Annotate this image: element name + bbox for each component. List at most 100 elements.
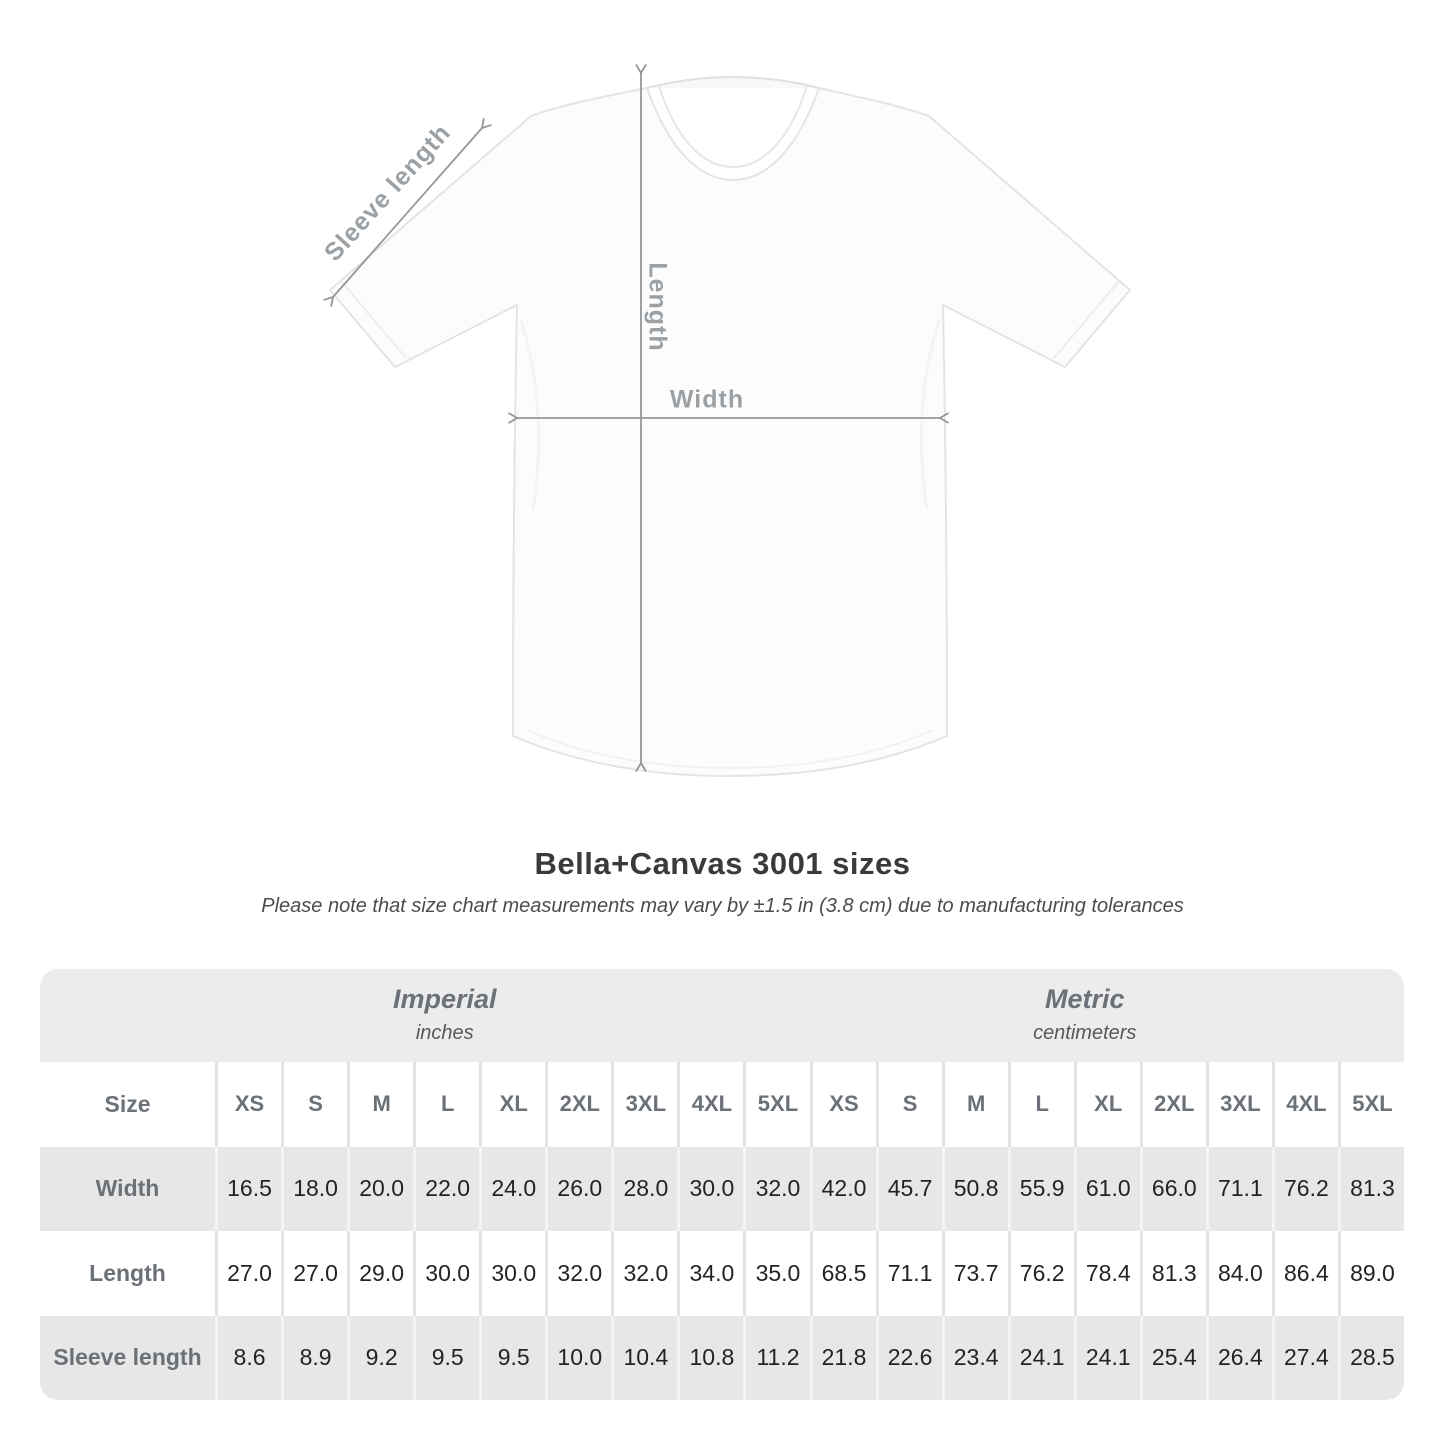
value-cell: 29.0: [347, 1231, 413, 1316]
size-col-header: 3XL: [611, 1062, 677, 1147]
value-cell: 9.5: [479, 1315, 545, 1400]
value-cell: 24.1: [1007, 1315, 1074, 1400]
value-cell: 30.0: [479, 1231, 545, 1316]
value-cell: 34.0: [677, 1231, 743, 1316]
imperial-header-group: Imperial inches: [40, 969, 810, 1062]
size-col-header: XL: [1073, 1062, 1140, 1147]
value-cell: 27.0: [215, 1231, 281, 1316]
corner-label: Size: [104, 1090, 151, 1117]
value-cell: 26.0: [545, 1146, 611, 1231]
sleeve-length-arrow: [323, 118, 492, 307]
value-cell: 27.4: [1271, 1315, 1338, 1400]
value-cell: 22.0: [413, 1146, 479, 1231]
collar-back-edge: [646, 76, 820, 89]
tshirt-outline: [329, 87, 1131, 777]
value-cell: 30.0: [413, 1231, 479, 1316]
value-cell: 32.0: [743, 1146, 809, 1231]
tolerance-note: Please note that size chart measurements…: [261, 895, 1184, 917]
value-cell: 66.0: [1139, 1146, 1206, 1231]
size-col-header: 5XL: [1337, 1062, 1404, 1147]
value-cell: 8.6: [215, 1315, 281, 1400]
value-cell: 89.0: [1337, 1231, 1404, 1316]
value-cell: 32.0: [545, 1231, 611, 1316]
value-cell: 24.0: [479, 1146, 545, 1231]
value-cell: 73.7: [941, 1231, 1008, 1316]
size-col-header: XS: [215, 1062, 281, 1147]
value-cell: 55.9: [1007, 1146, 1074, 1231]
size-col-header: 2XL: [545, 1062, 611, 1147]
value-cell: 28.0: [611, 1146, 677, 1231]
size-col-header: 2XL: [1139, 1062, 1206, 1147]
value-cell: 68.5: [809, 1231, 876, 1316]
table-row-sleeve-length: Sleeve length 8.6 8.9 9.2 9.5 9.5 10.0 1…: [40, 1315, 1404, 1400]
imperial-header: Imperial: [392, 984, 497, 1014]
width-dimension-label: Width: [669, 385, 745, 414]
size-col-header: M: [347, 1062, 413, 1147]
value-cell: 10.4: [611, 1315, 677, 1400]
size-col-header: 3XL: [1205, 1062, 1272, 1147]
value-cell: 30.0: [677, 1146, 743, 1231]
value-cell: 86.4: [1271, 1231, 1338, 1316]
value-cell: 42.0: [809, 1146, 876, 1231]
value-cell: 76.2: [1271, 1146, 1338, 1231]
table-row-width: Width 16.5 18.0 20.0 22.0 24.0 26.0 28.0…: [40, 1146, 1404, 1231]
hem-stitch: [526, 729, 934, 770]
value-cell: 28.5: [1337, 1315, 1404, 1400]
row-label: Length: [89, 1259, 166, 1286]
value-cell: 61.0: [1073, 1146, 1140, 1231]
size-col-header: L: [1007, 1062, 1074, 1147]
table-unit-header: Imperial inches Metric centimeters: [40, 969, 1404, 1062]
size-col-header: S: [281, 1062, 347, 1147]
row-label: Sleeve length: [53, 1344, 202, 1371]
value-cell: 10.0: [545, 1315, 611, 1400]
value-cell: 45.7: [875, 1146, 942, 1231]
value-cell: 76.2: [1007, 1231, 1074, 1316]
value-cell: 9.5: [413, 1315, 479, 1400]
value-cell: 71.1: [875, 1231, 942, 1316]
value-cell: 32.0: [611, 1231, 677, 1316]
value-cell: 26.4: [1205, 1315, 1272, 1400]
value-cell: 18.0: [281, 1146, 347, 1231]
size-col-header: S: [875, 1062, 942, 1147]
value-cell: 10.8: [677, 1315, 743, 1400]
length-dimension-label: Length: [643, 262, 672, 352]
size-col-header: 5XL: [743, 1062, 809, 1147]
value-cell: 22.6: [875, 1315, 942, 1400]
value-cell: 9.2: [347, 1315, 413, 1400]
size-col-header: 4XL: [677, 1062, 743, 1147]
right-cuff-seam: [1053, 280, 1120, 359]
size-col-header: M: [941, 1062, 1008, 1147]
metric-header: Metric: [1044, 984, 1125, 1014]
value-cell: 81.3: [1337, 1146, 1404, 1231]
value-cell: 35.0: [743, 1231, 809, 1316]
size-col-header: XL: [479, 1062, 545, 1147]
value-cell: 23.4: [941, 1315, 1008, 1400]
metric-unit: centimeters: [1033, 1022, 1137, 1044]
table-row-length: Length 27.0 27.0 29.0 30.0 30.0 32.0 32.…: [40, 1231, 1404, 1316]
value-cell: 84.0: [1205, 1231, 1272, 1316]
row-label: Width: [95, 1175, 160, 1202]
imperial-unit: inches: [415, 1022, 474, 1044]
value-cell: 27.0: [281, 1231, 347, 1316]
value-cell: 20.0: [347, 1146, 413, 1231]
value-cell: 81.3: [1139, 1231, 1206, 1316]
size-col-header: 4XL: [1271, 1062, 1338, 1147]
collar-inner-seam: [658, 85, 808, 169]
value-cell: 8.9: [281, 1315, 347, 1400]
value-cell: 24.1: [1073, 1315, 1140, 1400]
value-cell: 71.1: [1205, 1146, 1272, 1231]
table-row-sizes: Size XS S M L XL 2XL 3XL 4XL 5XL XS S M …: [40, 1062, 1404, 1147]
value-cell: 25.4: [1139, 1315, 1206, 1400]
size-table: Imperial inches Metric centimeters Size …: [40, 969, 1404, 1400]
value-cell: 50.8: [941, 1146, 1008, 1231]
value-cell: 11.2: [743, 1315, 809, 1400]
value-cell: 21.8: [809, 1315, 876, 1400]
size-col-header: L: [413, 1062, 479, 1147]
value-cell: 78.4: [1073, 1231, 1140, 1316]
page-title: Bella+Canvas 3001 sizes: [534, 846, 911, 881]
value-cell: 16.5: [215, 1146, 281, 1231]
tshirt-diagram: [323, 64, 1131, 777]
metric-header-group: Metric centimeters: [810, 969, 1405, 1062]
size-col-header: XS: [809, 1062, 876, 1147]
